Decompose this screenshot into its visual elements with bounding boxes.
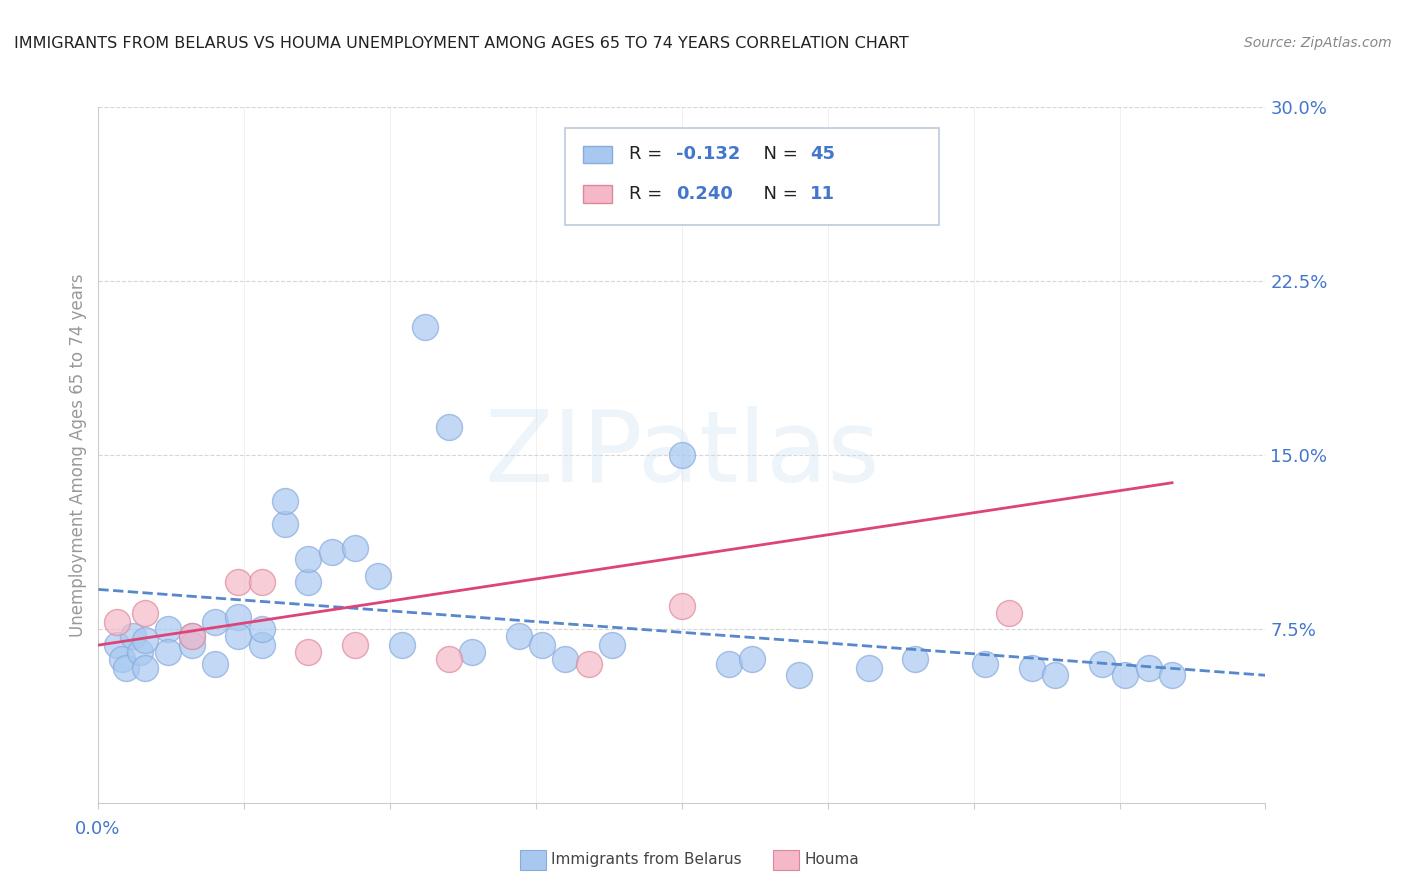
Point xyxy=(671,448,693,462)
Point xyxy=(974,657,997,671)
Text: -0.132: -0.132 xyxy=(676,145,741,163)
Point xyxy=(274,517,297,532)
Point xyxy=(250,575,273,590)
Text: R =: R = xyxy=(630,185,668,203)
Point xyxy=(997,606,1019,620)
Point xyxy=(274,494,297,508)
Point xyxy=(134,606,156,620)
Point xyxy=(321,545,343,559)
Text: 0.0%: 0.0% xyxy=(75,821,121,838)
Point xyxy=(578,657,600,671)
Point xyxy=(250,622,273,636)
Point xyxy=(344,638,367,652)
Point xyxy=(297,575,319,590)
Point xyxy=(105,615,128,629)
Text: N =: N = xyxy=(752,145,803,163)
Point xyxy=(787,668,810,682)
Text: R =: R = xyxy=(630,145,668,163)
Point xyxy=(1045,668,1067,682)
Point xyxy=(250,638,273,652)
Point xyxy=(530,638,553,652)
Point xyxy=(228,575,250,590)
Text: 0.240: 0.240 xyxy=(676,185,733,203)
Point xyxy=(134,633,156,648)
Point xyxy=(228,629,250,643)
Point xyxy=(297,552,319,566)
Point xyxy=(180,629,202,643)
Text: Houma: Houma xyxy=(804,853,859,867)
Point xyxy=(157,622,180,636)
Point xyxy=(1091,657,1114,671)
FancyBboxPatch shape xyxy=(565,128,939,226)
Text: 45: 45 xyxy=(810,145,835,163)
Y-axis label: Unemployment Among Ages 65 to 74 years: Unemployment Among Ages 65 to 74 years xyxy=(69,273,87,637)
Point xyxy=(344,541,367,555)
Point xyxy=(413,320,436,334)
Point xyxy=(437,652,460,666)
Bar xyxy=(582,145,612,163)
Point xyxy=(671,599,693,613)
Point xyxy=(508,629,530,643)
Point xyxy=(157,645,180,659)
Point xyxy=(904,652,927,666)
Point xyxy=(111,652,134,666)
Point xyxy=(180,638,202,652)
Point xyxy=(367,568,389,582)
Text: ZIPatlas: ZIPatlas xyxy=(484,407,880,503)
Point xyxy=(204,657,226,671)
Text: Source: ZipAtlas.com: Source: ZipAtlas.com xyxy=(1244,36,1392,50)
Text: 11: 11 xyxy=(810,185,835,203)
Point xyxy=(1114,668,1136,682)
Point xyxy=(122,629,145,643)
Point xyxy=(228,610,250,624)
Point xyxy=(717,657,740,671)
Point xyxy=(1021,661,1043,675)
Point xyxy=(115,661,138,675)
Point xyxy=(437,420,460,434)
Point xyxy=(391,638,413,652)
Point xyxy=(105,638,128,652)
Text: Immigrants from Belarus: Immigrants from Belarus xyxy=(551,853,742,867)
Point xyxy=(134,661,156,675)
Point xyxy=(204,615,226,629)
Point xyxy=(600,638,623,652)
Point xyxy=(554,652,576,666)
Point xyxy=(858,661,880,675)
Text: N =: N = xyxy=(752,185,803,203)
Point xyxy=(741,652,763,666)
Point xyxy=(461,645,484,659)
Bar xyxy=(582,186,612,202)
Point xyxy=(180,629,202,643)
Point xyxy=(1161,668,1184,682)
Point xyxy=(1137,661,1160,675)
Point xyxy=(297,645,319,659)
Text: IMMIGRANTS FROM BELARUS VS HOUMA UNEMPLOYMENT AMONG AGES 65 TO 74 YEARS CORRELAT: IMMIGRANTS FROM BELARUS VS HOUMA UNEMPLO… xyxy=(14,36,908,51)
Point xyxy=(129,645,152,659)
